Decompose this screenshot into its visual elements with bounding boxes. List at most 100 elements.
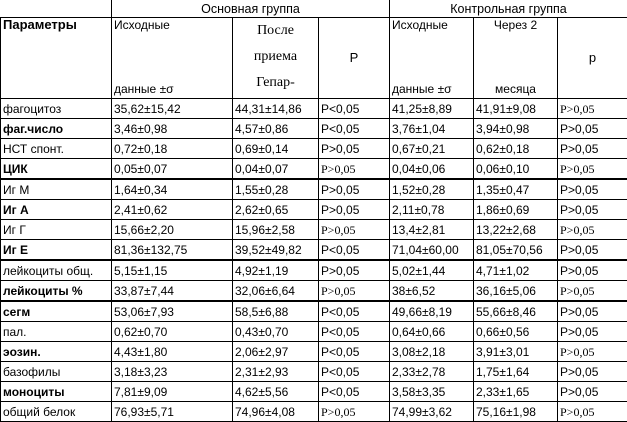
param-name-cell: лейкоциты общ. bbox=[0, 259, 112, 281]
after-heading: После приема Гепар- bbox=[232, 17, 319, 99]
value-cell-p1: P>0,05 bbox=[318, 280, 390, 302]
table-row: Иг Е 81,36±132,75 39,52±49,82 P<0,05 71,04±6… bbox=[0, 239, 627, 261]
value-cell-c2: 2,62±0,65 bbox=[232, 199, 319, 220]
value-cell-c1: 7,81±9,09 bbox=[111, 381, 233, 402]
value-cell-p1: P<0,05 bbox=[318, 118, 390, 139]
value-cell-c4: 1,35±0,47 bbox=[473, 178, 558, 200]
ctrl-initial-heading-top: Исходные bbox=[392, 18, 448, 33]
params-heading: Параметры bbox=[0, 17, 112, 99]
value-cell-c4: 0,62±0,18 bbox=[473, 138, 558, 159]
value-cell-c2: 0,69±0,14 bbox=[232, 138, 319, 159]
value-cell-c2: 4,92±1,19 bbox=[232, 259, 319, 281]
value-cell-c2: 58,5±6,88 bbox=[232, 300, 319, 322]
value-cell-p1: P>0,05 bbox=[318, 401, 390, 422]
value-cell-c1: 33,87±7,44 bbox=[111, 280, 233, 302]
value-cell-c3: 1,52±0,28 bbox=[389, 178, 474, 200]
value-cell-p2: P>0,05 bbox=[556, 321, 627, 342]
value-cell-c4: 36,16±5,06 bbox=[473, 280, 558, 302]
value-cell-p1: P>0,05 bbox=[318, 219, 390, 240]
value-cell-c2: 0,04±0,07 bbox=[232, 158, 319, 180]
table-row: сегм 53,06±7,93 58,5±6,88 P<0,05 49,66±8,19 5… bbox=[0, 300, 627, 322]
value-cell-c4: 55,66±8,46 bbox=[473, 300, 558, 322]
value-cell-c3: 41,25±8,89 bbox=[389, 98, 474, 119]
value-cell-c4: 1,75±1,64 bbox=[473, 361, 558, 382]
param-name-cell: базофилы bbox=[0, 361, 112, 382]
value-cell-p1: P<0,05 bbox=[318, 381, 390, 402]
initial-heading-top: Исходные bbox=[114, 18, 170, 33]
value-cell-c3: 5,02±1,44 bbox=[389, 259, 474, 281]
value-cell-p2: P>0,05 bbox=[556, 138, 627, 159]
param-name-cell: ЦИК bbox=[0, 158, 112, 180]
value-cell-p2: P>0,05 bbox=[556, 401, 627, 422]
initial-heading: Исходные данные ±σ bbox=[111, 17, 233, 99]
value-cell-c2: 15,96±2,58 bbox=[232, 219, 319, 240]
after-line-1: После bbox=[257, 23, 294, 38]
value-cell-p2: P>0,05 bbox=[556, 219, 627, 240]
value-cell-c4: 2,33±1,65 bbox=[473, 381, 558, 402]
value-cell-c2: 2,31±2,93 bbox=[232, 361, 319, 382]
value-cell-c3: 38±6,52 bbox=[389, 280, 474, 302]
value-cell-p2: P>0,05 bbox=[556, 239, 627, 261]
value-cell-c2: 4,57±0,86 bbox=[232, 118, 319, 139]
value-cell-p1: P<0,05 bbox=[318, 300, 390, 322]
value-cell-c4: 0,66±0,56 bbox=[473, 321, 558, 342]
after2-heading: Через 2 месяца bbox=[473, 17, 558, 99]
value-cell-c1: 15,66±2,20 bbox=[111, 219, 233, 240]
value-cell-c1: 53,06±7,93 bbox=[111, 300, 233, 322]
value-cell-c1: 3,18±3,23 bbox=[111, 361, 233, 382]
value-cell-p1: P<0,05 bbox=[318, 341, 390, 362]
value-cell-c3: 2,11±0,78 bbox=[389, 199, 474, 220]
value-cell-c1: 0,05±0,07 bbox=[111, 158, 233, 180]
value-cell-c1: 0,62±0,70 bbox=[111, 321, 233, 342]
param-name-cell: Иг М bbox=[0, 178, 112, 200]
value-cell-c2: 44,31±14,86 bbox=[232, 98, 319, 119]
empty-corner bbox=[0, 0, 112, 18]
table-row: общий белок 76,93±5,71 74,96±4,08 P>0,05 74,… bbox=[0, 401, 627, 422]
control-group-heading: Контрольная группа bbox=[388, 0, 627, 18]
table-row: базофилы 3,18±3,23 2,31±2,93 P<0,05 2,33±2,7… bbox=[0, 361, 627, 382]
value-cell-p2: P>0,05 bbox=[556, 259, 627, 281]
value-cell-p2: P>0,05 bbox=[556, 118, 627, 139]
value-cell-c4: 3,91±3,01 bbox=[473, 341, 558, 362]
value-cell-c2: 74,96±4,08 bbox=[232, 401, 319, 422]
value-cell-c4: 81,05±70,56 bbox=[473, 239, 558, 261]
value-cell-p1: P>0,05 bbox=[318, 199, 390, 220]
ctrl-initial-heading-bottom: данные ±σ bbox=[392, 82, 452, 96]
value-cell-c3: 13,4±2,81 bbox=[389, 219, 474, 240]
value-cell-c3: 3,58±3,35 bbox=[389, 381, 474, 402]
after-line-3: Гепар- bbox=[256, 75, 295, 90]
value-cell-c1: 3,46±0,98 bbox=[111, 118, 233, 139]
param-name-cell: фагоцитоз bbox=[0, 98, 112, 119]
value-cell-p2: P>0,05 bbox=[556, 300, 627, 322]
table-row: Иг А 2,41±0,62 2,62±0,65 P>0,05 2,11±0,78 1,8… bbox=[0, 199, 627, 220]
value-cell-p1: P>0,05 bbox=[318, 158, 390, 180]
table-row: лейкоциты общ. 5,15±1,15 4,92±1,19 P>0,05 5,… bbox=[0, 259, 627, 281]
param-name-cell: пал. bbox=[0, 321, 112, 342]
value-cell-c1: 5,15±1,15 bbox=[111, 259, 233, 281]
value-cell-c1: 4,43±1,80 bbox=[111, 341, 233, 362]
value-cell-c1: 81,36±132,75 bbox=[111, 239, 233, 261]
value-cell-p2: P>0,05 bbox=[556, 280, 627, 302]
value-cell-c1: 0,72±0,18 bbox=[111, 138, 233, 159]
value-cell-c1: 2,41±0,62 bbox=[111, 199, 233, 220]
value-cell-c2: 2,06±2,97 bbox=[232, 341, 319, 362]
value-cell-p2: P>0,05 bbox=[556, 341, 627, 362]
param-name-cell: Иг Е bbox=[0, 239, 112, 261]
value-cell-p1: P>0,05 bbox=[318, 259, 390, 281]
value-cell-c4: 41,91±9,08 bbox=[473, 98, 558, 119]
param-name-cell: Иг А bbox=[0, 199, 112, 220]
value-cell-p2: P>0,05 bbox=[556, 158, 627, 180]
after-line-2: приема bbox=[253, 49, 298, 64]
value-cell-c4: 75,16±1,98 bbox=[473, 401, 558, 422]
value-cell-c4: 1,86±0,69 bbox=[473, 199, 558, 220]
value-cell-c3: 0,64±0,66 bbox=[389, 321, 474, 342]
value-cell-c3: 71,04±60,00 bbox=[389, 239, 474, 261]
table-row: фагоцитоз 35,62±15,42 44,31±14,86 P<0,05 41,… bbox=[0, 98, 627, 119]
table-row: моноциты 7,81±9,09 4,62±5,56 P<0,05 3,58±3,3… bbox=[0, 381, 627, 402]
value-cell-p1: P<0,05 bbox=[318, 361, 390, 382]
value-cell-c3: 3,08±2,18 bbox=[389, 341, 474, 362]
table-row: ЦИК 0,05±0,07 0,04±0,07 P>0,05 0,04±0,06 0,06… bbox=[0, 158, 627, 180]
value-cell-c3: 74,99±3,62 bbox=[389, 401, 474, 422]
value-cell-p2: P>0,05 bbox=[556, 381, 627, 402]
